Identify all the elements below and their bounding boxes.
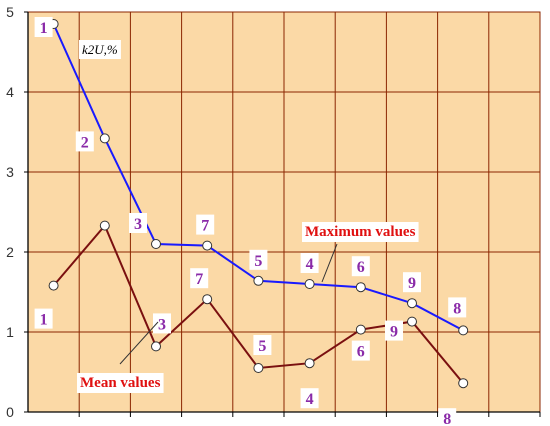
point-label: 7 bbox=[195, 271, 203, 288]
point-label-box bbox=[300, 388, 319, 409]
legend-callouts: Maximum values Mean values bbox=[77, 222, 419, 393]
point-label-box bbox=[448, 297, 467, 318]
point-label-box bbox=[153, 313, 171, 334]
point-labels-layer: 1 2 3 7 5 4 6 9 8 1 3 7 5 4 6 9 8 bbox=[34, 17, 467, 426]
data-point bbox=[407, 298, 417, 309]
data-point bbox=[355, 282, 366, 293]
data-point bbox=[458, 325, 469, 336]
point-label-box bbox=[190, 268, 209, 289]
max-values-leader-line bbox=[321, 243, 338, 283]
point-label: 5 bbox=[258, 338, 266, 355]
point-label-box bbox=[438, 408, 457, 426]
point-label-box bbox=[385, 320, 403, 341]
point-label-box bbox=[253, 335, 272, 355]
data-point bbox=[304, 358, 315, 369]
max-values-legend-label: Maximum values bbox=[305, 224, 416, 240]
data-point bbox=[151, 239, 161, 249]
data-point bbox=[99, 133, 110, 144]
y-tick-label: 5 bbox=[6, 4, 14, 20]
data-point bbox=[151, 341, 161, 352]
data-point bbox=[458, 378, 469, 389]
point-label: 7 bbox=[201, 218, 209, 235]
y-tick-labels: 0 1 2 3 4 5 bbox=[6, 4, 14, 420]
data-point bbox=[407, 316, 417, 327]
y-tick-label: 2 bbox=[6, 244, 14, 260]
data-point bbox=[202, 240, 213, 251]
point-label: 9 bbox=[390, 324, 398, 341]
point-label: 3 bbox=[158, 316, 166, 333]
point-label: 9 bbox=[408, 275, 416, 292]
point-label-box bbox=[351, 340, 370, 361]
point-label: 6 bbox=[357, 259, 365, 276]
data-point bbox=[355, 324, 366, 335]
point-label: 8 bbox=[453, 300, 461, 317]
y-tick-label: 1 bbox=[6, 324, 14, 340]
point-label-box bbox=[75, 131, 94, 152]
y-tick-label: 3 bbox=[6, 164, 14, 180]
point-label: 4 bbox=[306, 391, 314, 408]
mean-values-legend-box bbox=[77, 373, 164, 393]
mean-values-leader-line bbox=[119, 321, 159, 365]
point-label: 8 bbox=[443, 411, 451, 426]
point-label: 4 bbox=[306, 256, 314, 273]
point-label-box bbox=[403, 272, 421, 293]
point-label-box bbox=[129, 213, 147, 233]
y-axis-title-text: k2U,% bbox=[82, 42, 118, 57]
point-label-box bbox=[300, 253, 319, 273]
data-point bbox=[253, 275, 264, 286]
data-point bbox=[304, 279, 315, 289]
point-label-box bbox=[196, 214, 215, 235]
y-tick-label: 4 bbox=[6, 84, 14, 100]
max-values-legend-box bbox=[302, 222, 419, 242]
data-point bbox=[99, 220, 110, 231]
grid bbox=[28, 12, 540, 412]
point-label-box bbox=[34, 17, 53, 37]
y-axis-title: k2U,% bbox=[79, 40, 121, 59]
data-point bbox=[48, 280, 59, 291]
point-label-box bbox=[34, 308, 53, 329]
point-label: 3 bbox=[134, 216, 142, 233]
y-axis-title-box bbox=[79, 40, 121, 59]
mean-values-legend-label: Mean values bbox=[80, 375, 161, 391]
point-label: 5 bbox=[254, 253, 262, 270]
point-label: 6 bbox=[357, 344, 365, 361]
point-label-box bbox=[249, 249, 268, 270]
point-label: 1 bbox=[40, 20, 48, 37]
data-point bbox=[202, 294, 213, 305]
point-label: 1 bbox=[40, 312, 48, 329]
y-tick-label: 0 bbox=[6, 404, 14, 420]
data-point bbox=[253, 363, 264, 373]
point-label-box bbox=[351, 256, 370, 277]
point-label: 2 bbox=[81, 134, 89, 151]
